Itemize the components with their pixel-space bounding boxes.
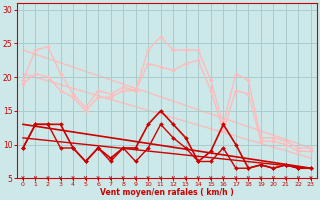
X-axis label: Vent moyen/en rafales ( km/h ): Vent moyen/en rafales ( km/h ): [100, 188, 234, 197]
